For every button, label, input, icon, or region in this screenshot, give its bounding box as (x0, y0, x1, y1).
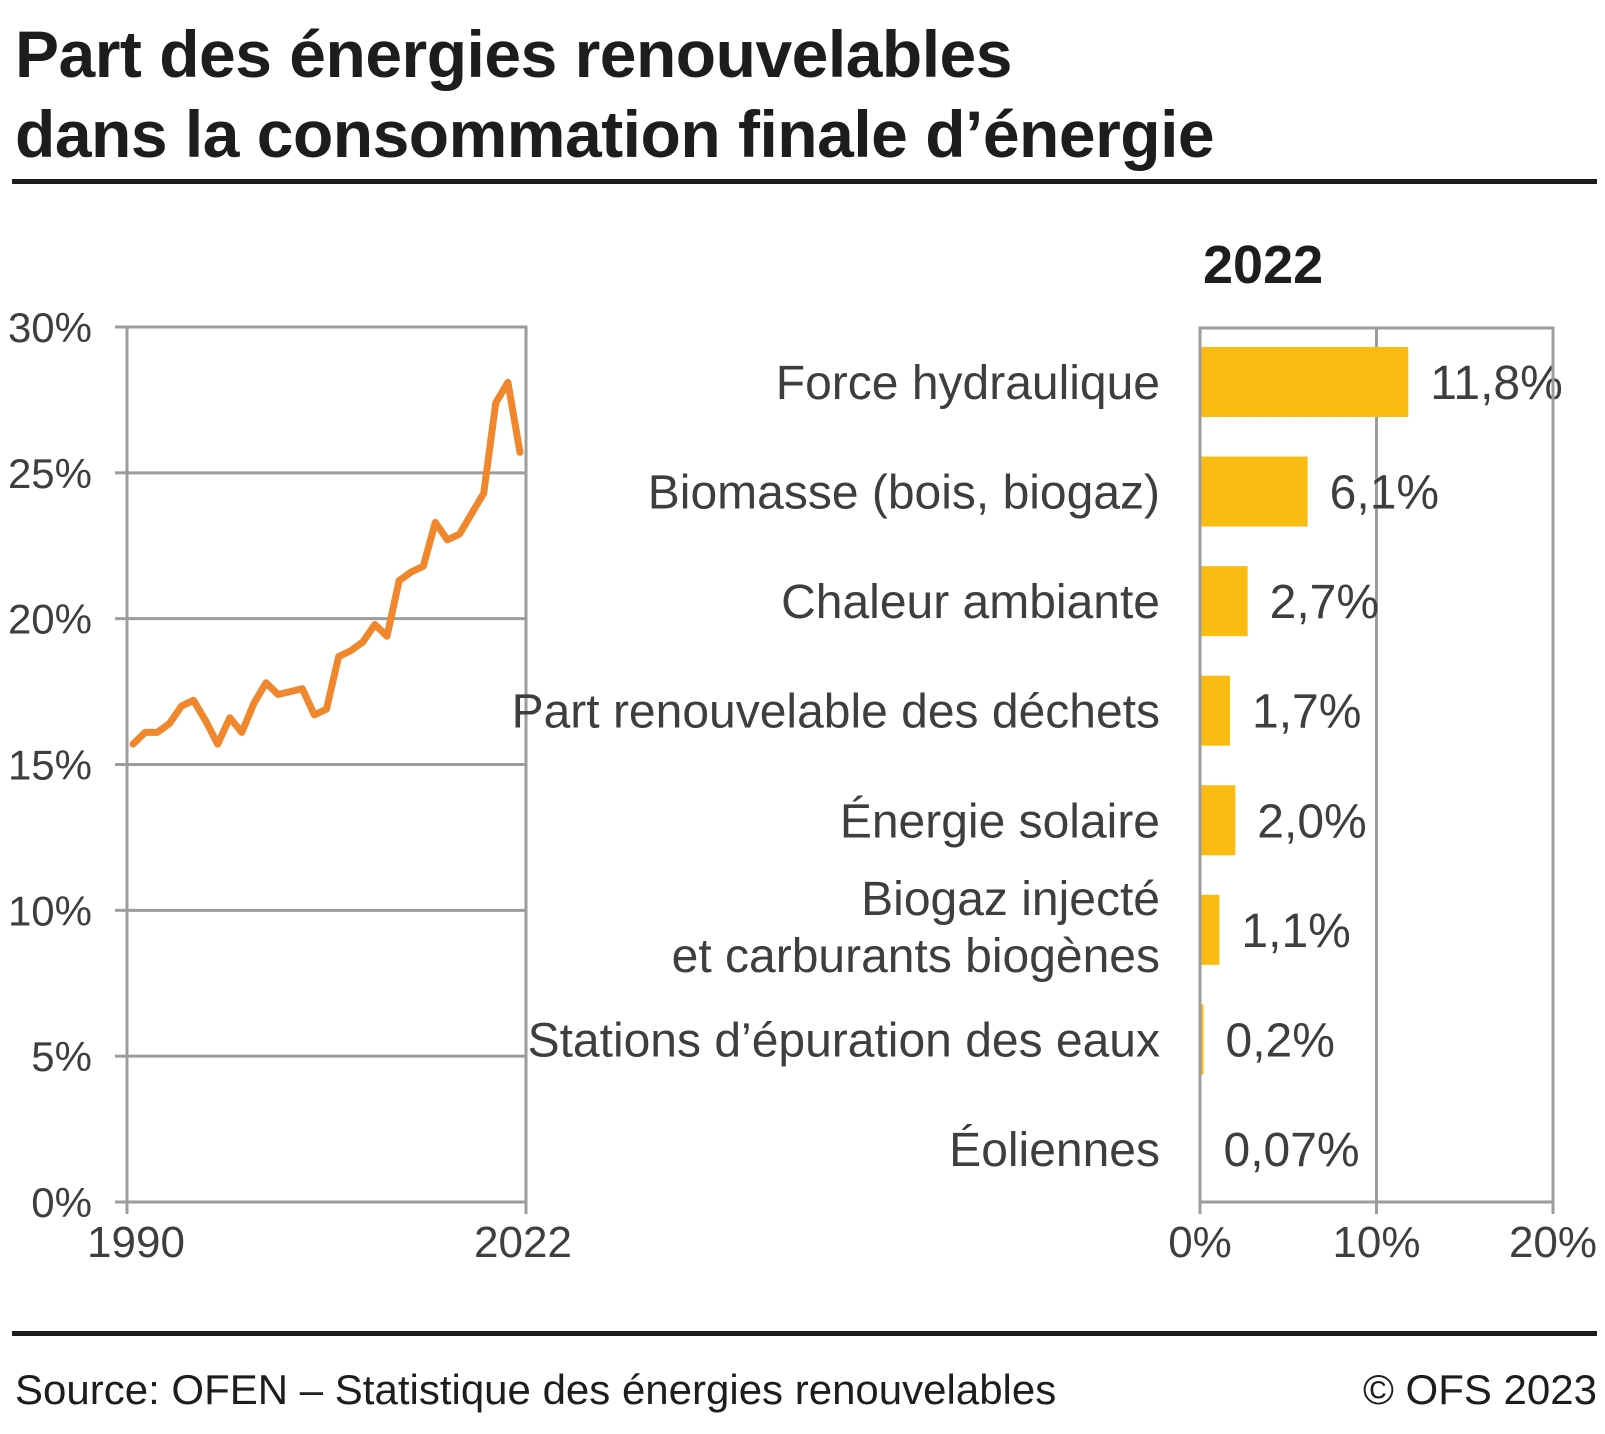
bar (1200, 566, 1248, 637)
title-rule (12, 179, 1597, 184)
bar (1200, 894, 1220, 965)
bar (1200, 675, 1231, 746)
trend-line (129, 378, 524, 748)
value-label: 11,8% (1430, 357, 1563, 410)
category-label: Biomasse (bois, biogaz) (648, 467, 1160, 520)
y-tick-label: 15% (8, 742, 92, 789)
x-tick-label: 0% (1168, 1218, 1232, 1267)
value-label: 0,07% (1224, 1124, 1360, 1177)
bar (1200, 1004, 1204, 1075)
category-label: Part renouvelable des déchets (512, 686, 1160, 739)
x-tick-label: 20% (1509, 1218, 1597, 1267)
y-tick-label: 10% (8, 887, 92, 934)
bar-chart-title: 2022 (1203, 235, 1323, 295)
category-label: Éoliennes (949, 1124, 1160, 1177)
bar (1200, 785, 1236, 856)
category-label: Stations d’épuration des eaux (528, 1014, 1160, 1067)
footer-rule (12, 1331, 1597, 1336)
category-label: Force hydraulique (776, 357, 1160, 410)
bar (1200, 456, 1308, 527)
bar (1200, 347, 1409, 417)
footer-source: Source: OFEN – Statistique des énergies … (15, 1366, 1057, 1413)
page-title: Part des énergies renouvelables dans la … (15, 14, 1215, 174)
x-tick-label: 1990 (87, 1218, 185, 1267)
category-label: et carburants biogènes (672, 930, 1160, 983)
x-tick-label: 2022 (474, 1218, 572, 1267)
value-label: 2,0% (1257, 795, 1366, 848)
value-label: 2,7% (1270, 576, 1379, 629)
y-tick-label: 25% (8, 450, 92, 497)
page-title-line2: dans la consommation finale d’énergie (15, 97, 1215, 171)
footer-copyright: © OFS 2023 (1362, 1366, 1597, 1413)
y-tick-label: 5% (31, 1033, 92, 1080)
x-tick-label: 10% (1332, 1218, 1420, 1267)
category-label: Énergie solaire (840, 795, 1160, 848)
category-label: Biogaz injecté (861, 873, 1160, 926)
value-label: 0,2% (1226, 1014, 1335, 1067)
page-title-line1: Part des énergies renouvelables (15, 17, 1012, 91)
y-tick-label: 0% (31, 1179, 92, 1226)
value-label: 6,1% (1330, 467, 1439, 520)
value-label: 1,7% (1252, 686, 1361, 739)
y-tick-label: 20% (8, 596, 92, 643)
y-tick-label: 30% (8, 304, 92, 351)
value-label: 1,1% (1241, 905, 1350, 958)
category-label: Chaleur ambiante (781, 576, 1160, 629)
